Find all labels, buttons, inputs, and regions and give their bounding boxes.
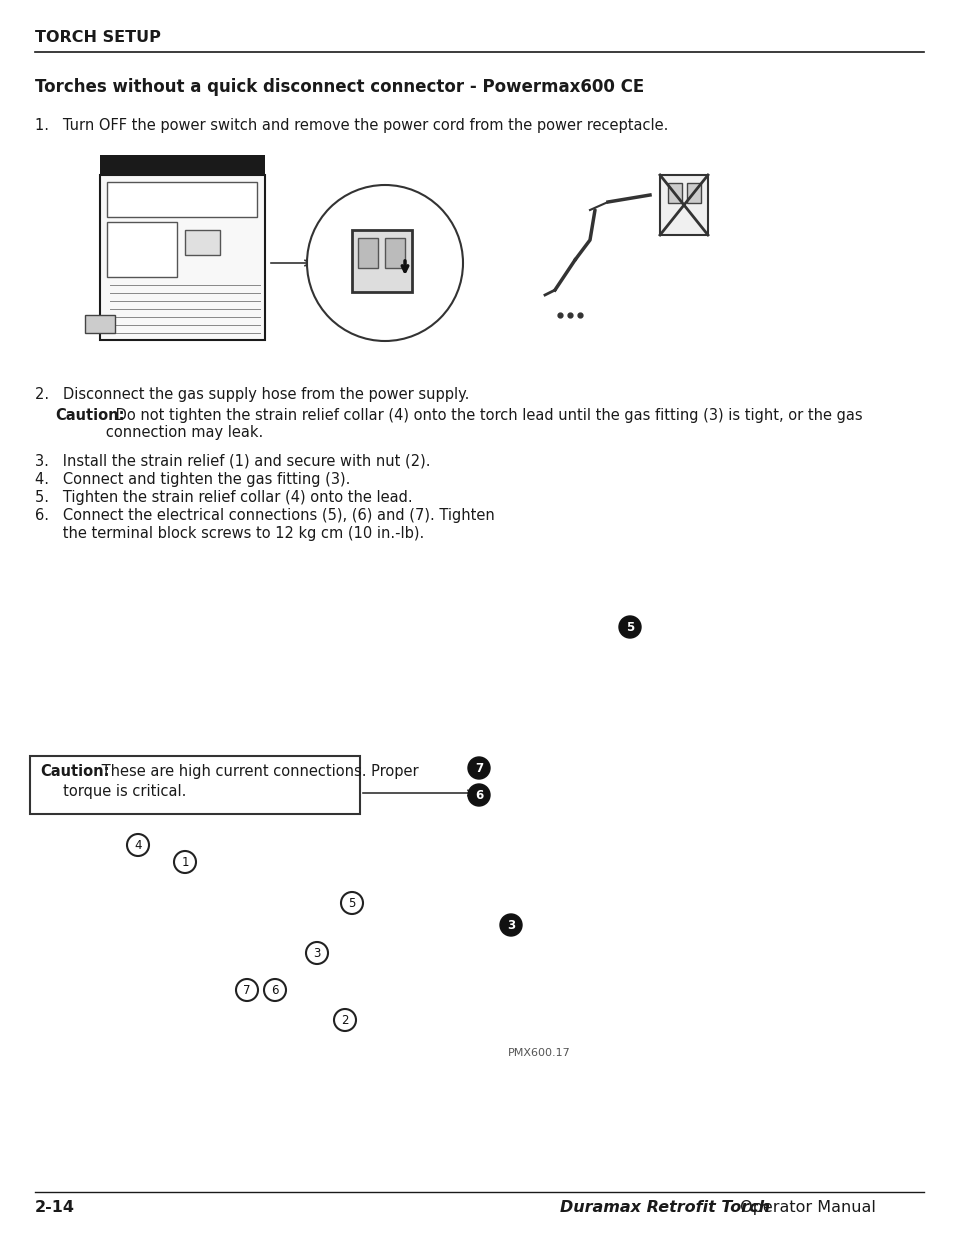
Text: 2-14: 2-14 <box>35 1200 75 1215</box>
Circle shape <box>468 784 490 806</box>
Text: 3.   Install the strain relief (1) and secure with nut (2).: 3. Install the strain relief (1) and sec… <box>35 454 430 469</box>
Text: torque is critical.: torque is critical. <box>40 784 186 799</box>
Text: TORCH SETUP: TORCH SETUP <box>35 30 161 44</box>
Text: 7: 7 <box>475 762 482 776</box>
Text: Caution:: Caution: <box>40 764 110 779</box>
Bar <box>107 182 256 217</box>
Circle shape <box>306 942 328 965</box>
Text: 5.   Tighten the strain relief collar (4) onto the lead.: 5. Tighten the strain relief collar (4) … <box>35 490 413 505</box>
Text: 1.   Turn OFF the power switch and remove the power cord from the power receptac: 1. Turn OFF the power switch and remove … <box>35 119 668 133</box>
Bar <box>85 315 115 333</box>
Circle shape <box>127 834 149 856</box>
Bar <box>667 183 681 203</box>
Bar <box>100 175 265 340</box>
Text: 6.   Connect the electrical connections (5), (6) and (7). Tighten: 6. Connect the electrical connections (5… <box>35 508 495 522</box>
Text: PMX600.17: PMX600.17 <box>507 1049 570 1058</box>
Text: 1: 1 <box>181 856 189 869</box>
Bar <box>385 238 405 268</box>
Circle shape <box>468 757 490 779</box>
Circle shape <box>173 851 195 873</box>
Text: 5: 5 <box>348 897 355 910</box>
Text: Operator Manual: Operator Manual <box>734 1200 875 1215</box>
Text: 4: 4 <box>134 839 142 852</box>
Circle shape <box>340 892 363 914</box>
Bar <box>185 230 220 254</box>
Bar <box>352 230 412 291</box>
Bar <box>30 756 359 814</box>
Text: connection may leak.: connection may leak. <box>55 425 263 440</box>
Text: 2.   Disconnect the gas supply hose from the power supply.: 2. Disconnect the gas supply hose from t… <box>35 387 469 403</box>
Text: the terminal block screws to 12 kg cm (10 in.-lb).: the terminal block screws to 12 kg cm (1… <box>35 526 424 541</box>
Text: Caution:: Caution: <box>55 408 125 424</box>
Circle shape <box>307 185 462 341</box>
Text: 3: 3 <box>313 947 320 960</box>
Text: 6: 6 <box>271 984 278 997</box>
Text: 3: 3 <box>506 919 515 932</box>
Bar <box>357 238 377 268</box>
Text: Torches without a quick disconnect connector - Powermax600 CE: Torches without a quick disconnect conne… <box>35 78 643 96</box>
Bar <box>107 222 177 277</box>
Text: Do not tighten the strain relief collar (4) onto the torch lead until the gas fi: Do not tighten the strain relief collar … <box>111 408 862 424</box>
Text: These are high current connections. Proper: These are high current connections. Prop… <box>97 764 418 779</box>
Circle shape <box>235 979 257 1002</box>
Circle shape <box>264 979 286 1002</box>
Circle shape <box>334 1009 355 1031</box>
Text: 5: 5 <box>625 621 634 634</box>
Bar <box>659 175 707 235</box>
Text: 6: 6 <box>475 789 482 802</box>
Circle shape <box>618 616 640 638</box>
Bar <box>100 156 265 175</box>
Text: 2: 2 <box>341 1014 349 1028</box>
Text: 4.   Connect and tighten the gas fitting (3).: 4. Connect and tighten the gas fitting (… <box>35 472 350 487</box>
Bar <box>686 183 700 203</box>
Text: Duramax Retrofit Torch: Duramax Retrofit Torch <box>559 1200 769 1215</box>
Circle shape <box>499 914 521 936</box>
Text: 7: 7 <box>243 984 251 997</box>
